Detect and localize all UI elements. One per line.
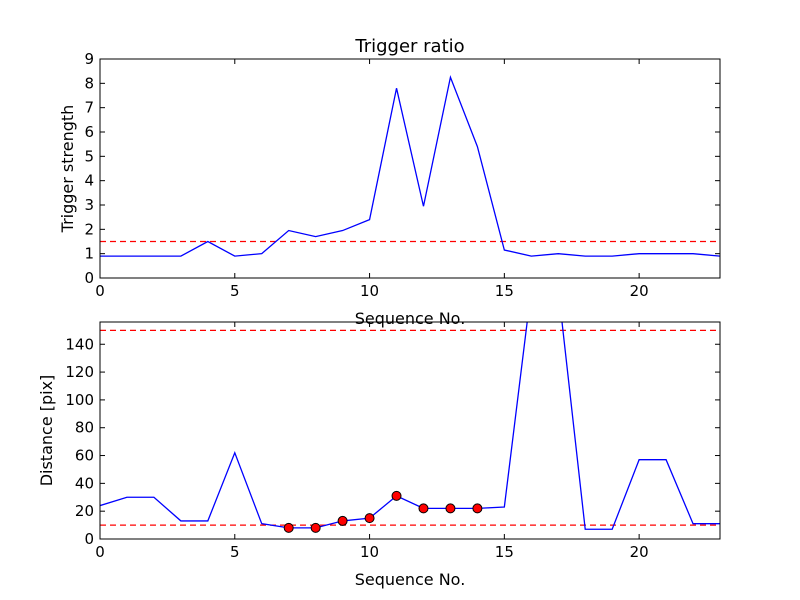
plot-area bbox=[100, 74, 720, 257]
y-tick-label: 100 bbox=[65, 391, 94, 409]
x-tick-label: 15 bbox=[495, 282, 514, 300]
x-tick-label: 10 bbox=[360, 282, 379, 300]
data-point-marker bbox=[364, 513, 375, 524]
x-tick-label: 0 bbox=[95, 282, 105, 300]
x-tick-label: 5 bbox=[230, 282, 240, 300]
y-tick-label: 20 bbox=[75, 502, 94, 520]
y-tick-label: 5 bbox=[84, 147, 94, 165]
axes-frame bbox=[99, 58, 721, 279]
y-axis-label: Distance [pix] bbox=[37, 375, 56, 487]
y-tick-label: 3 bbox=[84, 196, 94, 214]
x-tick-label: 5 bbox=[230, 543, 240, 561]
y-tick-label: 4 bbox=[84, 172, 94, 190]
y-tick-label: 120 bbox=[65, 363, 94, 381]
y-tick-label: 1 bbox=[84, 245, 94, 263]
y-tick-label: 140 bbox=[65, 335, 94, 353]
x-tick-label: 15 bbox=[495, 543, 514, 561]
y-tick-label: 9 bbox=[84, 50, 94, 68]
y-tick-label: 2 bbox=[84, 220, 94, 238]
y-tick-label: 80 bbox=[75, 419, 94, 437]
x-axis-label: Sequence No. bbox=[355, 570, 466, 589]
axes-frame bbox=[99, 321, 721, 540]
distance-chart: 0 5 10 15 20 0 20 40 60 80 100 120 140 Sequence No. Di… bbox=[37, 321, 721, 589]
x-tick-label: 0 bbox=[95, 543, 105, 561]
chart-title: Trigger ratio bbox=[354, 36, 464, 57]
x-tick-label: 20 bbox=[630, 282, 649, 300]
plot-area bbox=[100, 322, 720, 533]
series-line bbox=[100, 322, 720, 530]
data-point-marker bbox=[283, 522, 294, 533]
trigger-ratio-chart: 0 5 10 15 20 0 1 2 3 4 5 6 7 8 9 Trigger ratio Sequence … bbox=[58, 36, 721, 328]
data-point-marker bbox=[472, 503, 483, 514]
data-point-marker bbox=[391, 490, 402, 501]
y-tick-label: 7 bbox=[84, 99, 94, 117]
y-tick-label: 40 bbox=[75, 474, 94, 492]
y-tick-label: 8 bbox=[84, 74, 94, 92]
x-tick-label: 20 bbox=[630, 543, 649, 561]
y-axis-label: Trigger strength bbox=[58, 105, 77, 234]
series-line bbox=[100, 74, 720, 257]
y-tick-label: 0 bbox=[84, 269, 94, 287]
y-tick-label: 60 bbox=[75, 447, 94, 465]
data-point-marker bbox=[310, 522, 321, 533]
data-point-marker bbox=[337, 515, 348, 526]
x-axis-label: Sequence No. bbox=[355, 309, 466, 328]
x-tick-label: 10 bbox=[360, 543, 379, 561]
y-tick-label: 0 bbox=[84, 530, 94, 548]
data-point-marker bbox=[445, 503, 456, 514]
data-point-marker bbox=[418, 503, 429, 514]
y-tick-label: 6 bbox=[84, 123, 94, 141]
